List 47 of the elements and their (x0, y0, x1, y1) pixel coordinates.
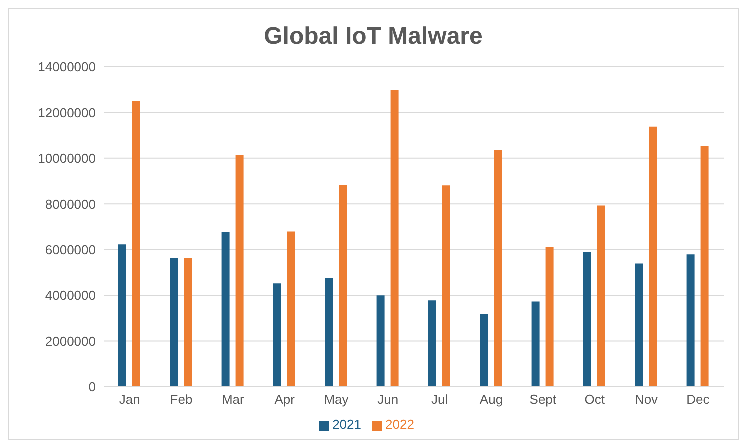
x-tick-label: Dec (686, 392, 710, 408)
y-tick-label: 4000000 (45, 288, 96, 304)
bar (132, 102, 140, 387)
bar (442, 186, 450, 387)
bar (597, 206, 606, 387)
bar (236, 155, 244, 387)
bar (325, 278, 334, 387)
x-tick-label: May (324, 392, 350, 408)
x-tick-label: Oct (584, 392, 606, 408)
bar (376, 296, 385, 387)
bar (170, 258, 178, 387)
bar (583, 252, 592, 387)
bar (118, 244, 126, 387)
bar (700, 146, 709, 387)
legend-label: 2021 (332, 417, 362, 432)
bar (390, 90, 399, 387)
y-tick-label: 0 (88, 380, 96, 395)
bar (686, 254, 695, 387)
x-tick-label: Sept (530, 392, 557, 408)
bar (222, 232, 230, 387)
bar (649, 126, 658, 387)
bar (287, 232, 296, 387)
y-tick-label: 6000000 (45, 242, 96, 258)
bar (184, 258, 192, 387)
x-tick-label: Jun (378, 392, 399, 408)
y-tick-label: 14000000 (38, 60, 96, 75)
bar (339, 185, 348, 387)
x-tick-label: Nov (634, 392, 659, 408)
bar (532, 302, 540, 387)
x-tick-label: Mar (222, 392, 246, 408)
x-tick-label: Feb (170, 392, 193, 408)
x-tick-label: Aug (480, 392, 504, 408)
y-tick-label: 8000000 (45, 196, 96, 212)
y-tick-label: 2000000 (45, 334, 96, 349)
bar (273, 284, 282, 387)
x-tick-label: Jul (432, 392, 448, 408)
y-tick-label: 12000000 (38, 105, 96, 120)
bar (480, 314, 488, 387)
bar (494, 150, 502, 387)
bar (635, 264, 644, 387)
chart-title: Global IoT Malware (263, 22, 484, 52)
x-tick-label: Apr (274, 392, 296, 408)
x-tick-label: Jan (119, 392, 140, 408)
bar (546, 247, 554, 387)
y-tick-label: 10000000 (38, 151, 96, 166)
legend-label: 2022 (386, 417, 414, 432)
bar (428, 300, 436, 387)
